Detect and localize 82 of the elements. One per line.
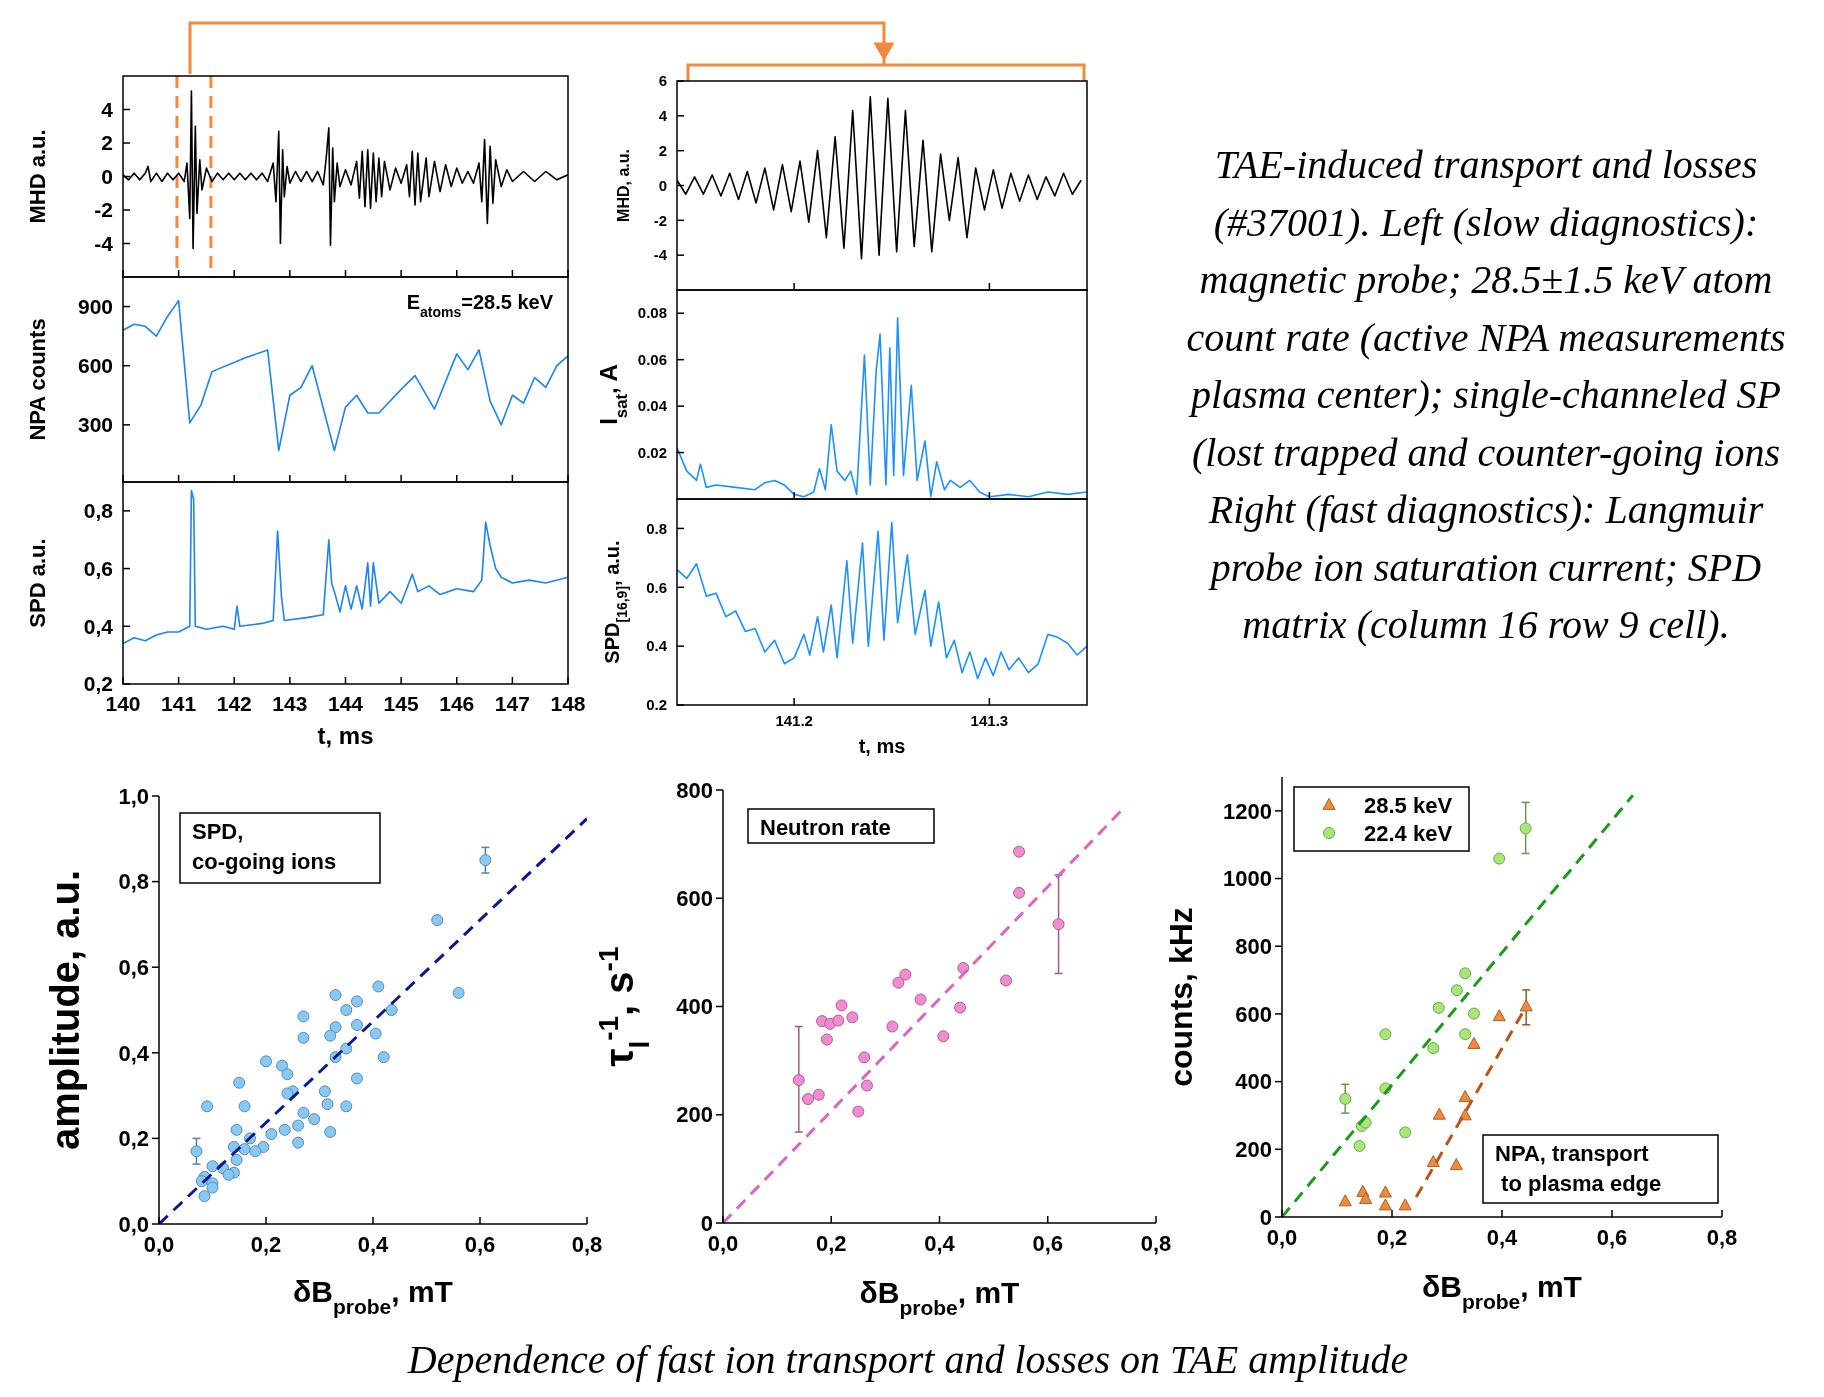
y-tick-label: -4 — [653, 246, 668, 264]
y-tick-label: -2 — [94, 198, 113, 222]
y-tick-label: 600 — [676, 885, 713, 911]
annotation: SPD, co-going ions — [192, 819, 337, 874]
x-tick-label: 0,8 — [1140, 1231, 1172, 1256]
x-axis-title: δB$_{probe}$, mT — [293, 1275, 453, 1318]
y-tick-label: 2 — [658, 141, 667, 159]
annotation: NPA, transport to plasma edge — [1495, 1141, 1662, 1196]
y-tick-label: 0.02 — [637, 443, 667, 461]
y-tick-label: 0,4 — [83, 614, 114, 638]
x-tick-label: 141.2 — [775, 712, 813, 729]
x-tick-label: 0,2 — [815, 1231, 847, 1256]
y-axis-title: counts, kHz — [1163, 907, 1199, 1087]
x-tick-label: 143 — [272, 692, 308, 715]
x-axis-title: δB$_{probe}$, mT — [859, 1276, 1020, 1319]
annotation: Neutron rate — [760, 815, 891, 840]
x-tick-label: 0,8 — [571, 1232, 603, 1257]
x-tick-label: 0,4 — [924, 1231, 956, 1256]
y-axis-title: MHD, a.u. — [615, 149, 632, 222]
y-tick-label: 1000 — [1223, 866, 1272, 892]
y-tick-label: 2 — [101, 131, 113, 155]
text: TAE-induced transport and losses (#37001). Left (slow diagnostics): magnetic probe; 28.5±1.5 keV atom count rate (active NPA measurements plasma center); single-channeled SP (lost trapped and counter-going ions Right (fast diagnostics): Langmuir probe ion saturation current; SPD matrix (column 16 row 9 cell). — [1186, 142, 1786, 647]
y-tick-label: 600 — [1235, 1001, 1272, 1027]
y-axis-title: SPD a.u. — [25, 538, 50, 628]
y-tick-label: 1,0 — [118, 783, 149, 809]
x-tick-label: 0,2 — [1376, 1225, 1408, 1250]
y-tick-label: 0.06 — [637, 350, 667, 368]
y-tick-label: 4 — [658, 107, 668, 125]
x-tick-label: 145 — [383, 692, 419, 715]
x-tick-label: 147 — [494, 692, 530, 715]
x-tick-label: 0,6 — [1596, 1225, 1628, 1250]
x-tick-label: 148 — [550, 692, 586, 715]
y-tick-label: 0 — [658, 176, 667, 194]
x-tick-label: 0,4 — [1486, 1225, 1519, 1250]
x-tick-label: 142 — [216, 692, 252, 715]
y-tick-label: 300 — [77, 413, 113, 437]
y-tick-label: 6 — [658, 72, 667, 90]
y-tick-label: -4 — [94, 231, 114, 255]
y-tick-label: 800 — [676, 777, 713, 803]
y-tick-label: 0.8 — [646, 519, 667, 537]
x-tick-label: 146 — [439, 692, 475, 715]
x-tick-label: 141.3 — [970, 712, 1009, 729]
y-tick-label: 1200 — [1223, 798, 1272, 824]
y-tick-label: 0,6 — [83, 556, 113, 580]
y-axis-title: amplitude, a.u. — [43, 869, 87, 1151]
legend-label: 28.5 keV — [1364, 793, 1453, 818]
x-tick-label: 144 — [327, 692, 364, 715]
x-axis-title: t, ms — [317, 722, 374, 749]
annotation: E$_{atoms}$=28.5 keV — [406, 291, 554, 320]
y-tick-label: 400 — [676, 994, 713, 1020]
x-tick-label: 0,6 — [464, 1232, 496, 1257]
text: Dependence of fast ion transport and losses on TAE amplitude — [406, 1337, 1409, 1382]
x-tick-label: 0,6 — [1032, 1231, 1064, 1256]
y-tick-label: 0,2 — [118, 1126, 149, 1152]
x-tick-label: 0,0 — [143, 1232, 175, 1257]
x-axis-title: δB$_{probe}$, mT — [1422, 1270, 1582, 1313]
y-tick-label: 0 — [101, 164, 113, 188]
x-tick-label: 0,2 — [250, 1232, 282, 1257]
y-tick-label: 0.04 — [637, 397, 668, 415]
y-tick-label: 4 — [101, 97, 114, 121]
y-tick-label: 0,4 — [118, 1040, 150, 1066]
y-tick-label: 0.6 — [646, 578, 667, 596]
y-tick-label: 0,8 — [118, 869, 149, 895]
x-tick-label: 141 — [161, 692, 197, 715]
x-tick-label: 0,8 — [1706, 1225, 1738, 1250]
x-tick-label: 0,4 — [357, 1232, 390, 1257]
y-tick-label: -2 — [653, 211, 667, 229]
y-tick-label: 0.2 — [646, 696, 667, 714]
y-tick-label: 0.08 — [637, 304, 667, 322]
y-tick-label: 200 — [676, 1102, 713, 1128]
y-tick-label: 800 — [1235, 933, 1272, 959]
x-axis-title: t, ms — [858, 735, 906, 757]
y-tick-label: 600 — [77, 354, 113, 378]
y-tick-label: 0,6 — [118, 954, 149, 980]
y-tick-label: 200 — [1235, 1137, 1272, 1163]
y-tick-label: 0.4 — [646, 637, 668, 655]
y-axis-title: NPA counts — [25, 318, 50, 441]
y-axis-title: MHD a.u. — [25, 129, 50, 224]
y-tick-label: 400 — [1235, 1069, 1272, 1095]
legend-label: 22.4 keV — [1364, 821, 1453, 846]
y-tick-label: 900 — [77, 294, 113, 318]
y-tick-label: 0,8 — [83, 499, 114, 523]
